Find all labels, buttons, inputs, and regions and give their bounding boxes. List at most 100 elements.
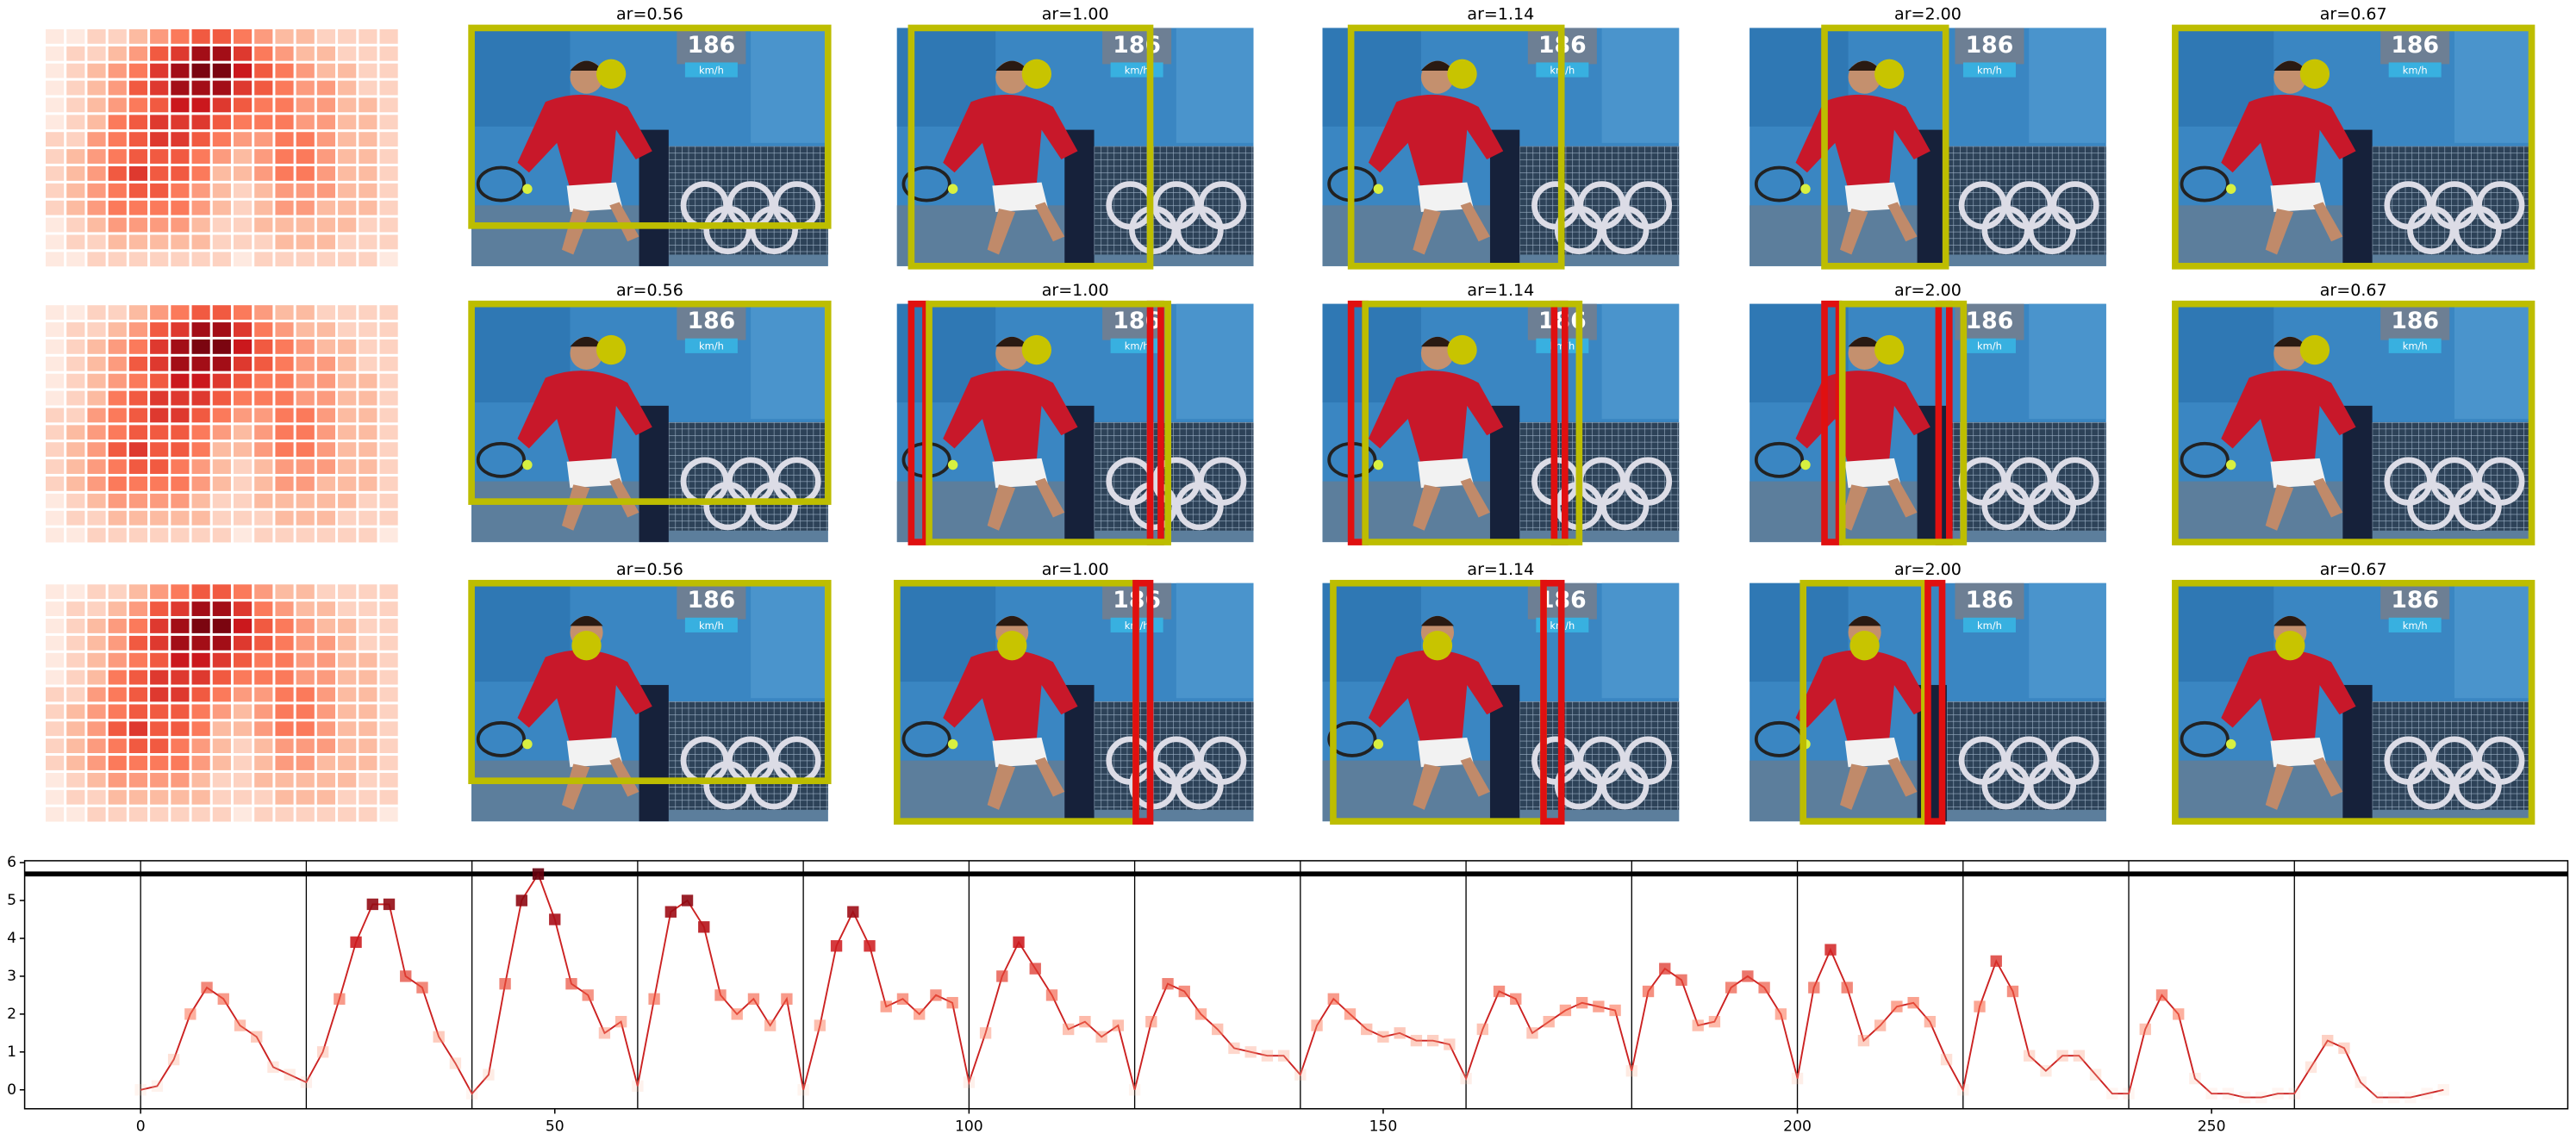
point-marker (996, 970, 1008, 982)
heatmap-cell (191, 339, 210, 354)
point-marker (1642, 985, 1655, 998)
heatmap-cell (254, 704, 273, 720)
heatmap-cell (150, 493, 169, 508)
heatmap-cell (296, 477, 315, 491)
heatmap-cell (108, 756, 127, 770)
heatmap-cell (275, 356, 294, 371)
heatmap-cell (338, 807, 357, 822)
heatmap-cell (150, 789, 169, 805)
point-marker (1145, 1016, 1157, 1028)
heatmap-cell (150, 670, 169, 685)
heatmap-cell (338, 619, 357, 633)
heatmap-cell (87, 322, 106, 337)
heatmap-cell (212, 670, 231, 685)
heatmap-cell (150, 149, 169, 164)
heatmap-cell (233, 670, 253, 685)
heatmap-cell (128, 80, 148, 96)
point-marker (1808, 981, 1820, 994)
heatmap-cell (87, 635, 106, 651)
heatmap-cell (87, 510, 106, 526)
heatmap-cell (233, 493, 253, 508)
heatmap-cell (128, 652, 148, 668)
point-marker (1444, 1038, 1456, 1050)
heatmap-cell (316, 115, 336, 130)
heatmap-cell (128, 704, 148, 720)
photo (1323, 28, 1680, 265)
heatmap-cell (108, 584, 127, 600)
photo (1750, 304, 2106, 542)
heatmap-cell (128, 305, 148, 321)
point-marker (366, 898, 378, 911)
point-marker (565, 978, 577, 990)
heatmap-cell (275, 756, 294, 770)
heatmap-cell (338, 635, 357, 651)
heatmap-cell (87, 165, 106, 181)
heatmap-cell (338, 687, 357, 702)
point-marker (1874, 1019, 1887, 1031)
heatmap-cell (212, 807, 231, 822)
heatmap-cell (379, 738, 398, 754)
heatmap-cell (233, 234, 253, 250)
heatmap-cell (275, 635, 294, 651)
heatmap-cell (379, 772, 398, 788)
heatmap-cell (150, 80, 169, 96)
point-marker (2123, 1087, 2135, 1100)
point-marker (2437, 1084, 2449, 1096)
heatmap-cell (191, 425, 210, 440)
heatmap-cell (66, 200, 85, 215)
heatmap-cell (338, 756, 357, 770)
heatmap-cell (296, 390, 315, 406)
heatmap-cell (191, 772, 210, 788)
heatmap-cell (150, 601, 169, 616)
heatmap-cell (316, 756, 336, 770)
heatmap-cell (191, 459, 210, 474)
heatmap-cell (379, 46, 398, 61)
heatmap-cell (87, 442, 106, 458)
y-tick-label: 6 (7, 854, 16, 871)
point-marker (1013, 936, 1025, 949)
heatmap-cell (338, 408, 357, 423)
heatmap-cell (275, 234, 294, 250)
heatmap-cell (316, 601, 336, 616)
heatmap-cell (45, 652, 65, 668)
heatmap-cell (233, 772, 253, 788)
heatmap-cell (379, 652, 398, 668)
heatmap-cell (66, 756, 85, 770)
heatmap-cell (171, 807, 190, 822)
heatmap-cell (212, 132, 231, 147)
heatmap-cell (66, 217, 85, 233)
heatmap-cell (338, 527, 357, 543)
point-marker (1675, 974, 1687, 987)
panel-title: ar=1.14 (1467, 281, 1534, 300)
point-marker (614, 1016, 627, 1028)
panel-title: ar=0.67 (2320, 560, 2387, 579)
heatmap-cell (275, 527, 294, 543)
heatmap-cell (296, 670, 315, 685)
point-marker (1924, 1016, 1937, 1028)
heatmap-cell (108, 115, 127, 130)
heatmap-cell (275, 704, 294, 720)
point-marker (797, 1084, 809, 1096)
heatmap-cell (66, 425, 85, 440)
heatmap-cell (379, 527, 398, 543)
heatmap-cell (359, 619, 377, 633)
heatmap-cell (254, 756, 273, 770)
heatmap-cell (45, 63, 65, 78)
heatmap-cell (87, 493, 106, 508)
point-marker (2139, 1023, 2151, 1036)
heatmap-cell (254, 687, 273, 702)
heatmap-cell (150, 373, 169, 389)
heatmap-cell (233, 619, 253, 633)
point-marker (731, 1008, 743, 1020)
heatmap-cell (338, 183, 357, 198)
point-marker (400, 970, 412, 982)
point-marker (2421, 1087, 2433, 1100)
heatmap-cell (316, 687, 336, 702)
heatmap-cell (66, 721, 85, 737)
heatmap-cell (379, 789, 398, 805)
point-marker (1593, 1000, 1605, 1012)
heatmap-cell (87, 704, 106, 720)
heatmap-cell (233, 721, 253, 737)
heatmap-cell (338, 115, 357, 130)
heatmap-cell (45, 807, 65, 822)
